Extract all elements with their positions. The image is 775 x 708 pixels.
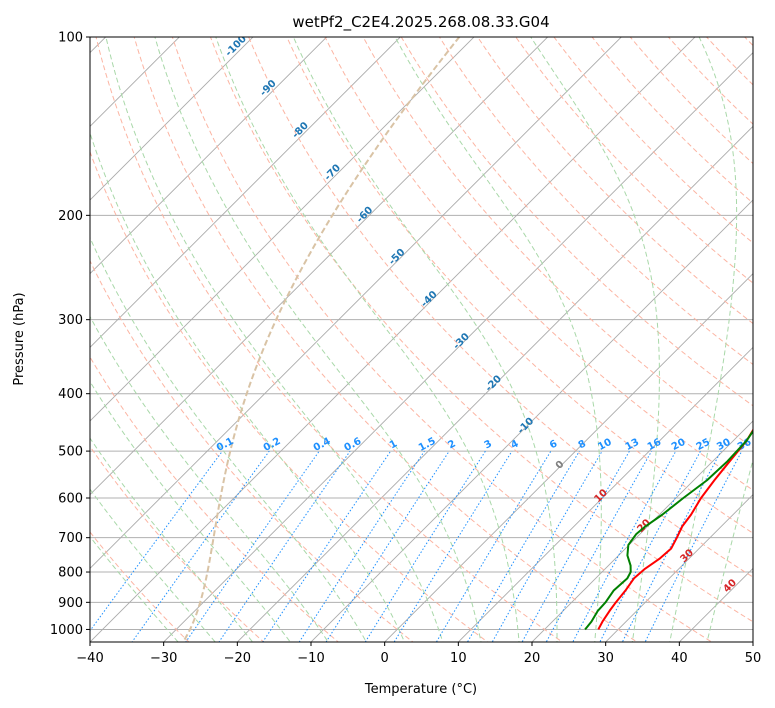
x-tick-label: −20 <box>224 651 251 666</box>
x-tick-label: −10 <box>297 651 324 666</box>
dry-adiabat-line <box>90 356 339 642</box>
x-tick-label: 30 <box>597 651 614 666</box>
dry-adiabat-line <box>133 37 638 642</box>
dry-adiabat-line <box>90 445 265 642</box>
moist-adiabat-line <box>154 37 482 642</box>
isotherm-line <box>90 37 180 127</box>
mixing-ratio-line <box>262 450 392 642</box>
mixing-ratio-line <box>298 450 425 642</box>
y-tick-label: 600 <box>58 492 83 507</box>
isotherm-line <box>90 37 401 348</box>
dry-adiabat-line <box>95 37 564 642</box>
mixing-ratio-line <box>364 450 486 642</box>
isotherm-line <box>310 199 753 642</box>
y-tick-label: 100 <box>58 31 83 46</box>
y-tick-label: 300 <box>58 313 83 328</box>
moist-adiabat-line <box>90 236 367 642</box>
dry-adiabat-line <box>286 37 753 534</box>
mixing-ratio-line <box>325 450 450 642</box>
moist-adiabat-line <box>706 457 753 642</box>
dry-adiabat-line <box>171 37 713 642</box>
dry-adiabat-line <box>90 259 414 642</box>
mixing-ratio-line <box>621 450 722 642</box>
moist-adiabat-line <box>90 437 254 642</box>
y-tick-label: 800 <box>58 566 83 581</box>
isotherm-line <box>236 125 753 642</box>
x-tick-label: 0 <box>381 651 389 666</box>
isobar-grid <box>90 37 753 630</box>
dry-adiabats <box>90 37 753 642</box>
moist-adiabat-line <box>215 37 520 642</box>
isotherm-line <box>90 37 254 201</box>
y-tick-label: 700 <box>58 531 83 546</box>
y-axis-label: Pressure (hPa) <box>12 292 27 385</box>
x-tick-label: 20 <box>524 651 541 666</box>
mixing-ratio-label: 2 <box>446 438 457 451</box>
mixing-ratio-line <box>491 450 603 642</box>
y-axis-ticks: 1000 900 800 700 600 500 400 300 200 100 <box>50 31 90 638</box>
moist-adiabat-line <box>90 131 406 642</box>
isotherm-line <box>90 37 696 642</box>
x-tick-label: 10 <box>450 651 467 666</box>
mixing-ratio-label: 4 <box>509 438 520 451</box>
moist-adiabat-line <box>105 37 444 642</box>
y-tick-label: 900 <box>58 596 83 611</box>
plot-frame <box>89 36 754 643</box>
moist-adiabat-line <box>90 535 179 642</box>
moist-adiabat-line <box>292 37 558 642</box>
isotherm-line <box>90 37 622 569</box>
mixing-ratio-line <box>466 450 580 642</box>
dry-adiabat-line <box>515 37 753 284</box>
y-tick-label: 500 <box>58 445 83 460</box>
moist-adiabat-line <box>669 37 738 642</box>
mixing-ratio-line <box>393 450 513 642</box>
plot-area: -100-90-80-70-60-50-40-30-20-10102030400… <box>90 37 753 642</box>
mixing-ratio-line <box>435 450 552 642</box>
series-line-dewpoint <box>584 429 753 631</box>
thermal-reference-curve <box>181 37 461 642</box>
isotherm-line <box>90 37 549 496</box>
mixing-ratio-label: 8 <box>577 438 588 451</box>
isotherm-line <box>90 37 475 422</box>
mixing-ratio-label: 3 <box>483 438 494 451</box>
y-tick-label: 1000 <box>50 623 83 638</box>
x-axis-label: Temperature (°C) <box>364 682 477 697</box>
dry-adiabat-line <box>248 37 753 578</box>
freezing-isotherm <box>181 37 461 642</box>
x-tick-label: 50 <box>745 651 762 666</box>
isotherm-line <box>605 494 753 642</box>
moist-adiabat-line <box>90 315 329 642</box>
mixing-ratio-line <box>218 450 351 642</box>
x-axis-ticks: −40 −30 −20 −10 0 10 20 30 40 50 <box>76 642 761 666</box>
isotherm-line <box>90 37 328 275</box>
mixing-ratio-label: 6 <box>548 438 559 451</box>
y-tick-label: 400 <box>58 387 83 402</box>
mixing-ratio-line <box>185 450 320 642</box>
mixing-ratio-line <box>644 450 743 642</box>
mixing-ratio-label: 1 <box>388 438 399 451</box>
dry-adiabat-line <box>362 37 753 449</box>
mixing-ratio-line <box>599 450 701 642</box>
dry-adiabat-line <box>400 37 753 407</box>
mixing-ratio-line <box>90 450 223 632</box>
moist-adiabat-line <box>530 37 660 642</box>
mixing-ratio-lines <box>90 450 743 642</box>
y-tick-label: 200 <box>58 209 83 224</box>
sounding-profiles <box>584 428 753 631</box>
isotherm-line <box>163 52 753 642</box>
moist-adiabat-line <box>90 488 216 642</box>
dry-adiabat-line <box>90 531 190 642</box>
x-tick-label: 40 <box>671 651 688 666</box>
chart-title: wetPf2_C2E4.2025.268.08.33.G04 <box>292 13 549 32</box>
x-tick-label: −40 <box>76 651 103 666</box>
x-tick-label: −30 <box>150 651 177 666</box>
isotherm-line <box>384 273 753 642</box>
dry-adiabat-line <box>476 37 753 325</box>
moist-adiabat-line <box>90 380 291 642</box>
